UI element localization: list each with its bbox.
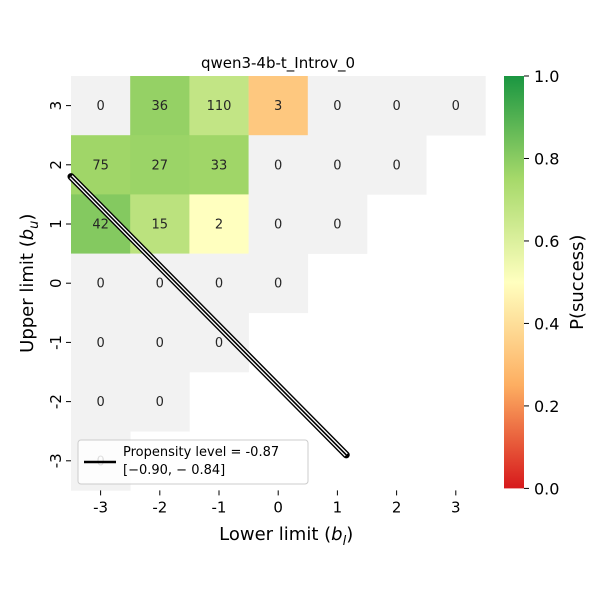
heatmap-cell [426,76,486,136]
propensity-line [70,176,347,456]
legend-interval-label: [−0.90, − 0.84] [123,463,225,478]
y-tick-label: -3 [47,453,65,468]
cell-count-label: 0 [96,277,104,292]
heatmap-cell [248,76,309,136]
colorbar-tick-label: 0.6 [534,232,559,251]
cell-count-label: 0 [392,158,400,173]
cell-count-label: 2 [215,218,223,233]
heatmap-cell [307,135,368,195]
chart-title: qwen3-4b-t_Introv_0 [201,54,355,73]
heatmap-cell [248,135,309,195]
heatmap-cell [248,253,309,314]
cell-count-label: 75 [92,158,109,173]
cell-count-label: 0 [215,277,223,292]
propensity-line-group [67,173,350,459]
x-axis-label: Lower limit (bl) [219,524,353,549]
heatmap-cell [71,76,131,136]
heatmap-cell [71,253,131,314]
y-axis-label: Upper limit (bu) [17,214,42,353]
cell-count-label: 15 [152,218,169,233]
cell-count-label: 33 [211,158,228,173]
heatmap-cell [189,194,249,254]
cell-count-label: 0 [96,395,104,410]
x-tick-label: 2 [392,498,402,516]
colorbar-tick-label: 1.0 [534,67,559,86]
legend-label: Propensity level = -0.87 [123,445,279,460]
heatmap-cell [71,372,131,432]
y-tick-label: 2 [47,160,65,170]
heatmap-cell [130,76,190,136]
heatmap-cell [307,194,368,254]
colorbar-tick-label: 0.8 [534,149,559,168]
cell-count-label: 0 [215,336,223,351]
y-tick-label: -2 [47,394,65,409]
x-tick-label: -1 [212,498,227,516]
cell-count-label: 0 [156,395,164,410]
heatmap-cell [130,135,190,195]
cell-count-label: 0 [452,99,460,114]
heatmap-cell [248,194,309,254]
cell-count-label: 0 [96,336,104,351]
y-tick-label: 0 [47,278,65,288]
cell-count-label: 110 [207,99,232,114]
cell-count-label: 0 [274,158,282,173]
legend-frame [77,439,309,485]
x-tick-label: 3 [451,498,461,516]
colorbar-label: P(success) [567,235,588,330]
heatmap-cells: 036110300075273300042152000000000000 [71,76,486,491]
x-tick-label: 0 [273,498,283,516]
cell-count-label: 3 [274,99,282,114]
y-tick-label: 1 [47,219,65,229]
cell-count-label: 0 [333,158,341,173]
cell-count-label: 0 [333,218,341,233]
x-tick-label: -2 [152,498,167,516]
heatmap-cell [189,135,249,195]
cell-count-label: 0 [96,99,104,114]
heatmap-cell [367,76,427,136]
y-tick-label: -1 [47,335,65,350]
colorbar-tick-label: 0.0 [534,479,559,498]
heatmap-cell [130,372,190,432]
x-tick-label: 1 [333,498,343,516]
heatmap-cell [307,76,368,136]
cell-count-label: 42 [92,218,109,233]
colorbar-tick-label: 0.2 [534,397,559,416]
heatmap-cell [130,312,190,373]
heatmap-cell [71,312,131,373]
x-tick-label: -3 [93,498,108,516]
cell-count-label: 0 [392,99,400,114]
heatmap-cell [367,135,427,195]
heatmap-cell [189,76,249,136]
cell-count-label: 36 [152,99,169,114]
y-tick-label: 3 [47,101,65,111]
cell-count-label: 0 [156,336,164,351]
cell-count-label: 0 [274,218,282,233]
cell-count-label: 27 [152,158,169,173]
cell-count-label: 0 [333,99,341,114]
colorbar: 0.0 0.2 0.4 0.6 0.8 1.0 P(success) [504,67,588,498]
cell-count-label: 0 [156,277,164,292]
cell-count-label: 0 [274,277,282,292]
colorbar-gradient [504,76,524,489]
legend: Propensity level = -0.87 [−0.90, − 0.84] [77,439,309,485]
colorbar-tick-label: 0.4 [534,314,559,333]
